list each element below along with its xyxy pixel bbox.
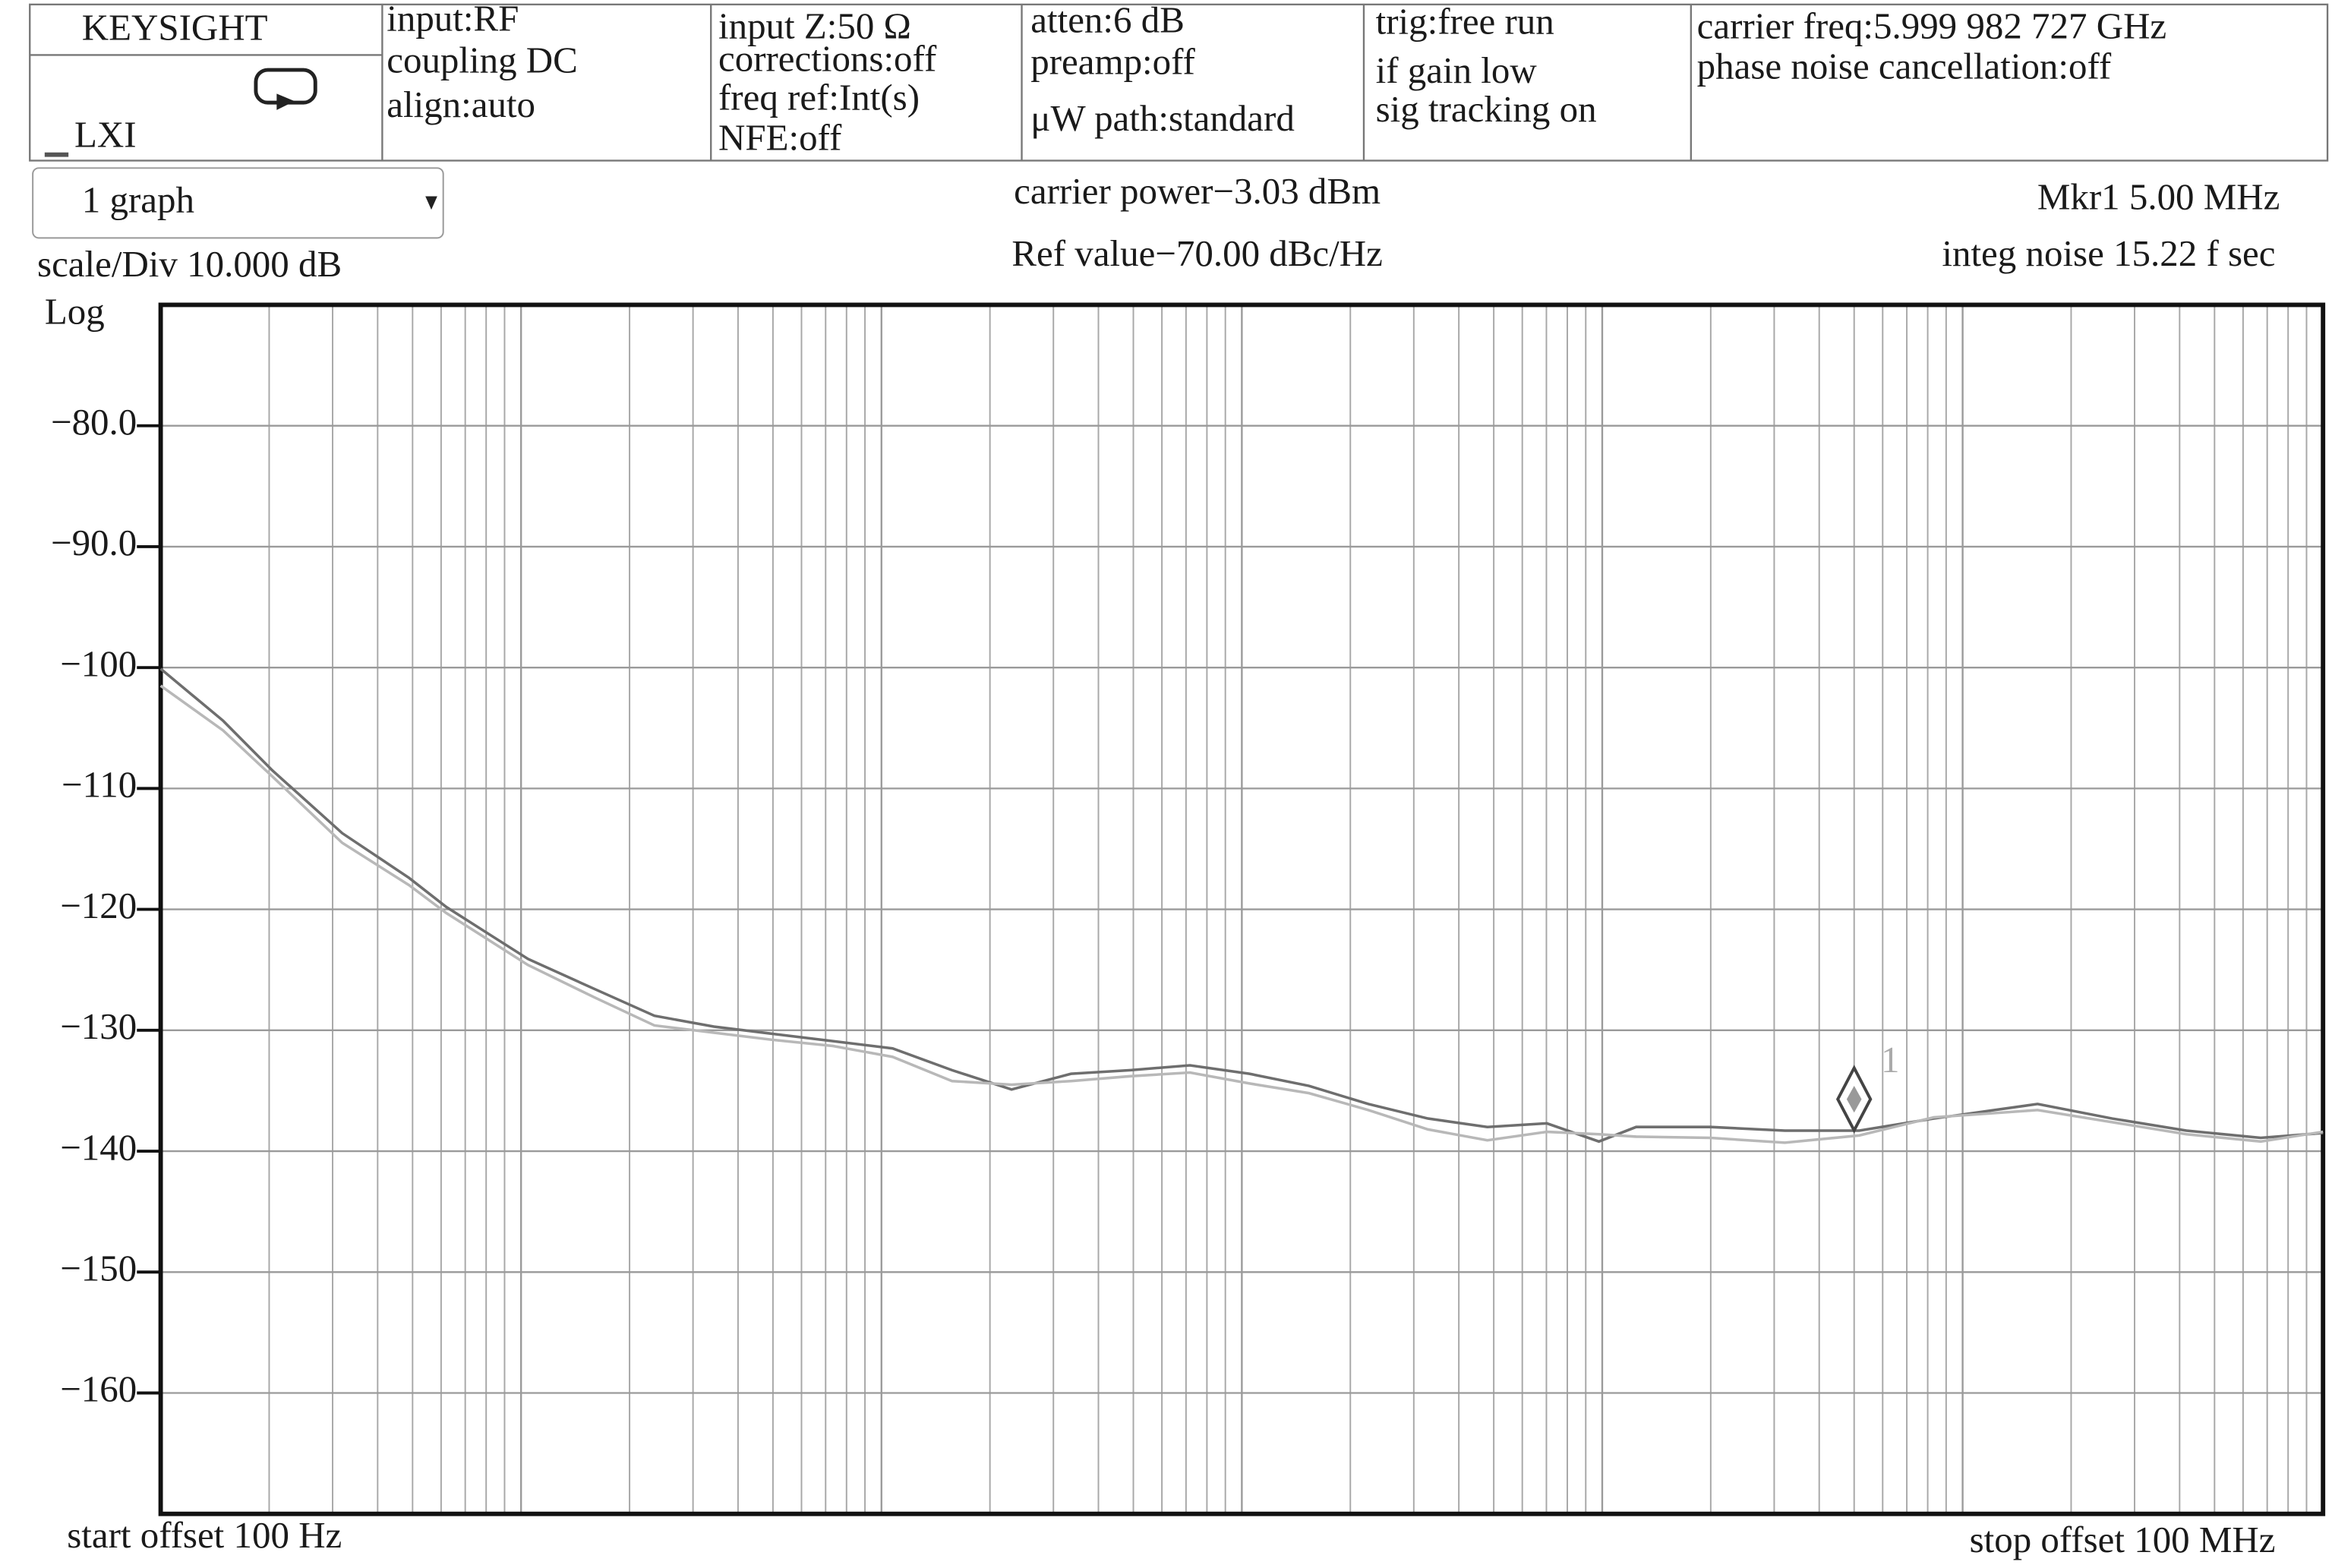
- y-tick-label: −110: [62, 764, 137, 806]
- stop-label: stop offset 100 MHz: [1970, 1519, 2276, 1560]
- view-dropdown[interactable]: [32, 167, 444, 239]
- setting-text: atten:6 dB: [1030, 0, 1185, 41]
- setting-text: if gain low: [1376, 49, 1538, 91]
- setting-text: input:RF: [387, 0, 519, 39]
- screen-icon: [254, 68, 317, 110]
- brand: KEYSIGHT: [82, 6, 268, 48]
- setting-text: NFE:off: [718, 116, 842, 158]
- setting-text: preamp:off: [1030, 40, 1195, 82]
- setting-text: corrections:off: [718, 37, 937, 79]
- scale-type: Log: [45, 290, 105, 332]
- carrier-power: carrier power−3.03 dBm: [1014, 170, 1381, 212]
- ref-value: Ref value−70.00 dBc/Hz: [1011, 232, 1382, 274]
- y-tick-label: −140: [60, 1126, 137, 1168]
- setting-text: μW path:standard: [1030, 97, 1295, 139]
- plot: −80.0 −90.0 −100 −110 −120 −130 −140 −150 −160 1: [51, 302, 2326, 1516]
- plot-frame: [158, 302, 2326, 1516]
- trace: [159, 667, 2324, 1144]
- setting-text: align:auto: [387, 84, 535, 125]
- y-tick-label: −80.0: [51, 401, 137, 443]
- setting-text: carrier freq:5.999 982 727 GHz: [1697, 5, 2166, 46]
- trace: [159, 684, 2324, 1144]
- setting-text: input Z:50 Ω: [718, 5, 911, 46]
- header-frame: [29, 3, 2329, 162]
- marker-label: 1: [1881, 1039, 1899, 1081]
- scale-label: scale/Div 10.000 dB: [37, 243, 342, 285]
- marker-readout: Mkr1 5.00 MHz: [2037, 176, 2280, 218]
- y-tick-label: −150: [60, 1248, 137, 1289]
- start-label: start offset 100 Hz: [67, 1514, 342, 1556]
- y-tick-label: −90.0: [51, 522, 137, 563]
- setting-text: freq ref:Int(s): [718, 76, 920, 118]
- y-tick-label: −120: [60, 885, 137, 926]
- setting-text: coupling DC: [387, 39, 578, 80]
- view-label[interactable]: 1 graph: [82, 179, 194, 221]
- lxi-label: LXI: [74, 113, 137, 155]
- y-tick-label: −130: [60, 1005, 137, 1047]
- y-tick-label: −160: [60, 1368, 137, 1410]
- setting-text: trig:free run: [1376, 1, 1554, 43]
- setting-text: phase noise cancellation:off: [1697, 45, 2112, 87]
- integ-noise: integ noise 15.22 f sec: [1942, 232, 2275, 274]
- setting-text: sig tracking on: [1376, 88, 1597, 130]
- y-tick-label: −100: [60, 642, 137, 684]
- dropdown-arrow[interactable]: [425, 196, 437, 210]
